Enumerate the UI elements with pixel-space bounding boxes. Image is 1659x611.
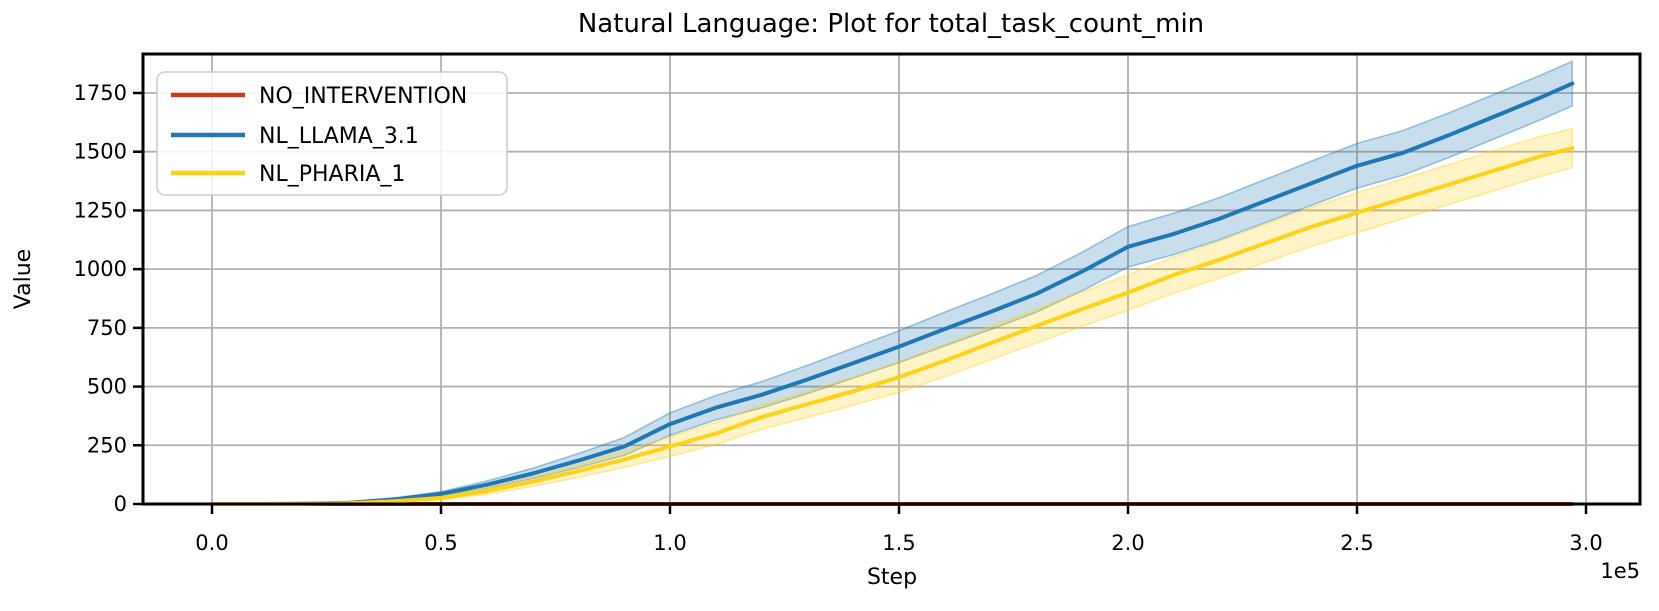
- x-tick-label: 3.0: [1569, 531, 1602, 555]
- y-tick-label: 1250: [74, 198, 127, 222]
- y-axis-label: Value: [11, 249, 36, 309]
- y-tick-label: 0: [114, 492, 127, 516]
- chart-title: Natural Language: Plot for total_task_co…: [578, 9, 1204, 39]
- x-tick-label: 0.0: [195, 531, 228, 555]
- legend-label: NO_INTERVENTION: [259, 84, 467, 109]
- x-tick-label: 1.5: [882, 531, 915, 555]
- y-tick-label: 500: [87, 375, 127, 399]
- y-tick-label: 1500: [74, 140, 127, 164]
- legend-label: NL_LLAMA_3.1: [259, 124, 419, 149]
- legend: NO_INTERVENTION NL_LLAMA_3.1 NL_PHARIA_1: [156, 71, 508, 196]
- legend-label: NL_PHARIA_1: [259, 162, 405, 187]
- axis-spine-layer: [141, 52, 1642, 506]
- x-tick-label: 2.0: [1111, 531, 1144, 555]
- x-tick-label: 1.0: [653, 531, 686, 555]
- legend-box: [156, 71, 508, 196]
- x-axis-label: Step: [867, 565, 917, 590]
- axes-border: [141, 52, 1642, 506]
- series-line: [210, 81, 1575, 506]
- x-tick-label: 0.5: [424, 531, 457, 555]
- y-tick-label: 750: [87, 316, 127, 340]
- series-line: [210, 146, 1575, 506]
- y-tick-label: 250: [87, 433, 127, 457]
- x-axis-offset-label: 1e5: [1600, 559, 1640, 583]
- y-tick-label: 1000: [74, 257, 127, 281]
- x-tick-label: 2.5: [1340, 531, 1373, 555]
- y-tick-label: 1750: [74, 81, 127, 105]
- tick-layer: 0.0 0.5 1.0 1.5 2.0 2.5 3.0 0 250 500 750 1000 1250 1…: [74, 81, 1603, 555]
